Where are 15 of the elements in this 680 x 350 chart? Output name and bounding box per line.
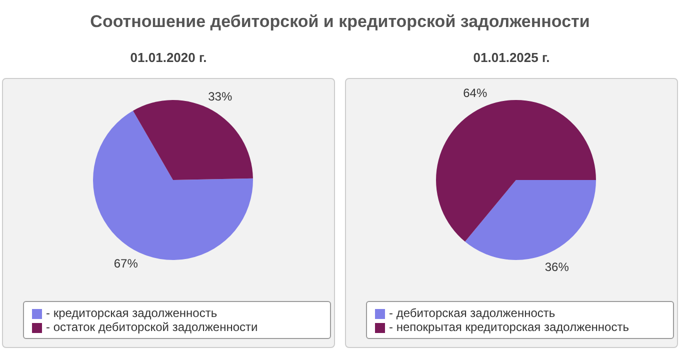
data-label: 33% xyxy=(208,89,232,104)
pie-slice xyxy=(436,100,596,242)
legend-label: - кредиторская задолженность xyxy=(46,306,218,320)
legend-label: - непокрытая кредиторская задолженность xyxy=(389,320,629,334)
data-label: 67% xyxy=(114,256,138,271)
chart-subtitle: 01.01.2020 г. xyxy=(129,50,208,65)
legend-label: - остаток дебиторской задолженности xyxy=(46,320,258,334)
legend-label: - дебиторская задолженность xyxy=(389,306,556,320)
pie-slice xyxy=(465,180,596,260)
data-label: 36% xyxy=(544,260,570,274)
chart-title: Соотношение дебиторской и кредиторской задолженности xyxy=(89,12,591,32)
data-label: 64% xyxy=(463,86,488,100)
pie-slice xyxy=(93,110,253,260)
chart-subtitle: 01.01.2025 г. xyxy=(472,50,551,65)
pie-slice xyxy=(133,100,253,180)
